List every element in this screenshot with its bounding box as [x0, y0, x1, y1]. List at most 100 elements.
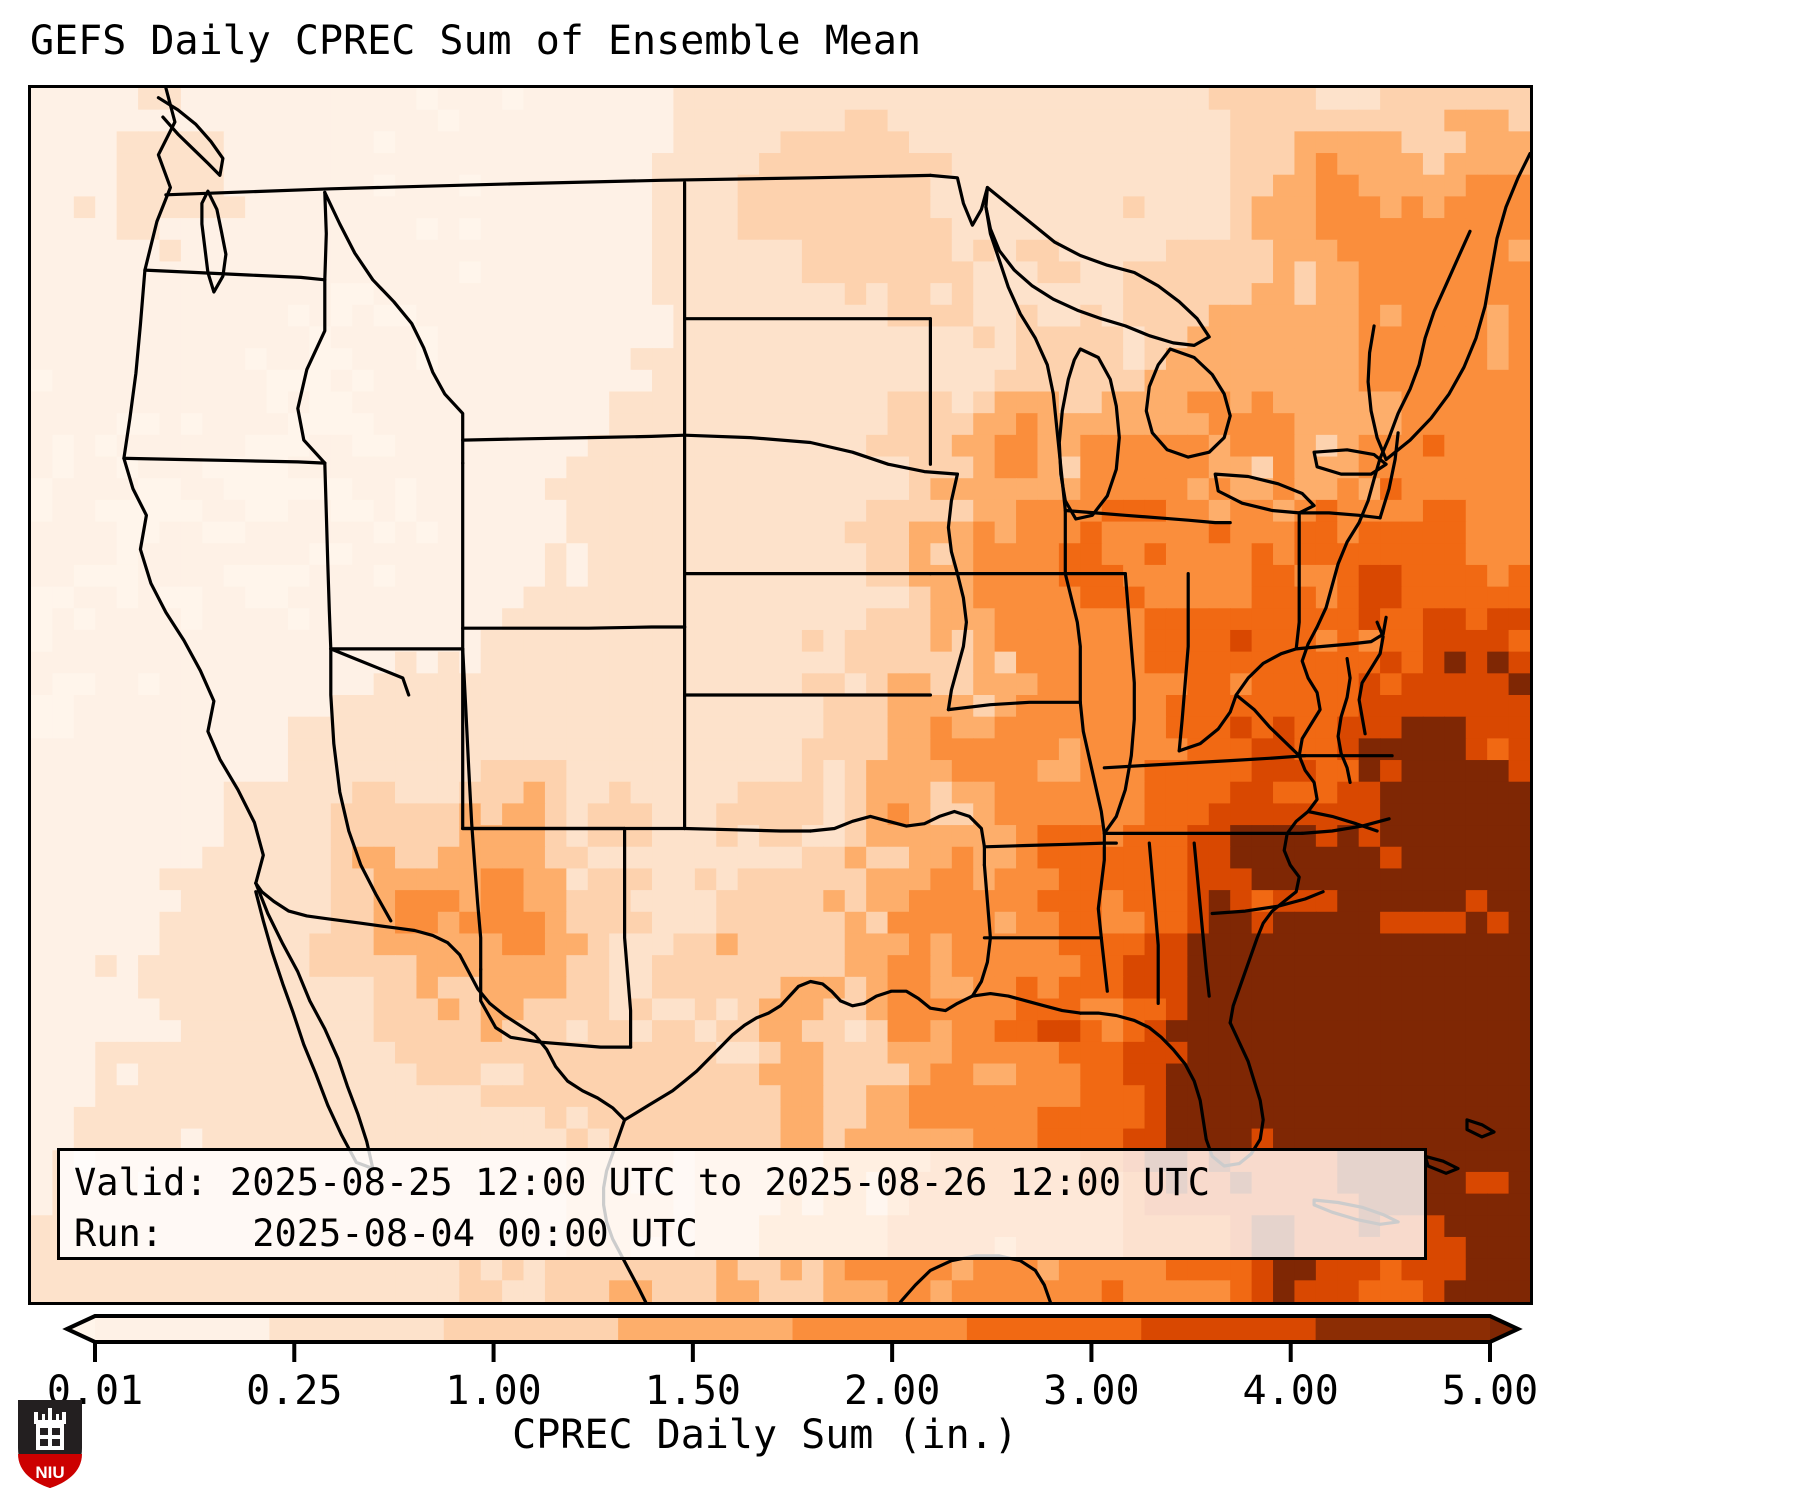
grid-cell — [1123, 1258, 1146, 1282]
grid-cell — [223, 1128, 246, 1151]
grid-cell — [908, 478, 932, 501]
grid-cell — [502, 890, 525, 913]
grid-cell — [1380, 348, 1403, 371]
grid-cell — [973, 239, 996, 263]
grid-cell — [673, 1280, 696, 1302]
grid-cell — [566, 521, 589, 544]
grid-cell — [630, 391, 653, 414]
grid-cell — [416, 131, 439, 154]
grid-cell — [780, 153, 803, 176]
grid-cell — [694, 239, 717, 263]
grid-cell — [266, 478, 289, 501]
grid-cell — [908, 1041, 932, 1065]
grid-cell — [566, 174, 589, 198]
grid-cell — [330, 911, 353, 935]
grid-cell — [202, 1280, 225, 1302]
grid-cell — [1037, 955, 1060, 978]
grid-cell — [1144, 1258, 1167, 1282]
grid-cell — [1037, 1020, 1060, 1043]
grid-cell — [887, 955, 910, 978]
grid-cell — [202, 868, 225, 891]
grid-cell — [1508, 1258, 1530, 1282]
grid-cell — [73, 131, 96, 154]
grid-cell — [866, 1085, 889, 1108]
grid-cell — [1037, 911, 1060, 935]
grid-cell — [116, 543, 139, 566]
grid-cell — [416, 1258, 439, 1282]
grid-cell — [31, 1193, 54, 1216]
grid-cell — [887, 499, 910, 523]
grid-cell — [309, 434, 332, 458]
grid-cell — [716, 586, 739, 609]
grid-cell — [116, 933, 139, 956]
grid-cell — [1315, 868, 1338, 891]
grid-cell — [1273, 218, 1296, 241]
grid-cell — [437, 304, 460, 328]
grid-cell — [138, 131, 161, 154]
border-path — [1306, 809, 1379, 833]
grid-cell — [866, 131, 889, 154]
grid-cell — [609, 543, 632, 566]
grid-cell — [1358, 131, 1381, 154]
grid-cell — [202, 109, 225, 133]
grid-cell — [844, 283, 867, 306]
grid-cell — [523, 131, 546, 154]
grid-cell — [502, 955, 525, 978]
grid-cell — [823, 1020, 846, 1043]
grid-cell — [95, 239, 118, 263]
grid-cell — [202, 955, 225, 978]
grid-cell — [1273, 261, 1296, 284]
grid-cell — [652, 825, 675, 848]
grid-cell — [1465, 955, 1488, 978]
grid-cell — [1358, 1280, 1381, 1302]
grid-cell — [930, 109, 953, 133]
grid-cell — [1251, 673, 1274, 696]
grid-cell — [1380, 1128, 1403, 1151]
grid-cell — [223, 196, 246, 219]
grid-cell — [1037, 868, 1060, 891]
grid-cell — [202, 239, 225, 263]
grid-cell — [544, 608, 568, 631]
grid-cell — [287, 868, 311, 891]
grid-cell — [1337, 1085, 1360, 1108]
grid-cell — [352, 933, 375, 956]
grid-cell — [1401, 673, 1424, 696]
grid-cell — [395, 1258, 418, 1282]
grid-cell — [502, 976, 525, 1000]
grid-cell — [630, 499, 653, 523]
grid-cell — [416, 196, 439, 219]
grid-cell — [759, 413, 782, 436]
grid-cell — [887, 803, 910, 826]
grid-cell — [437, 348, 460, 371]
grid-cell — [716, 1020, 739, 1043]
grid-cell — [373, 1085, 396, 1108]
grid-cell — [52, 1106, 75, 1130]
grid-cell — [159, 283, 182, 306]
grid-cell — [630, 651, 653, 675]
grid-cell — [1230, 261, 1253, 284]
grid-cell — [395, 976, 418, 1000]
grid-cell — [1080, 1106, 1103, 1130]
grid-cell — [1123, 976, 1146, 1000]
grid-cell — [459, 196, 482, 219]
grid-cell — [1208, 434, 1231, 458]
grid-cell — [652, 348, 675, 371]
grid-cell — [116, 1085, 139, 1108]
grid-cell — [930, 478, 953, 501]
grid-cell — [523, 846, 546, 870]
colorbar-segment — [966, 1316, 1142, 1342]
grid-cell — [180, 131, 204, 154]
grid-cell — [716, 695, 739, 718]
grid-cell — [951, 976, 974, 1000]
grid-cell — [1251, 261, 1274, 284]
grid-cell — [1144, 153, 1167, 176]
grid-cell — [1294, 998, 1317, 1021]
grid-cell — [1294, 1128, 1317, 1151]
grid-cell — [1144, 304, 1167, 328]
grid-cell — [801, 413, 825, 436]
grid-cell — [287, 1085, 311, 1108]
grid-cell — [73, 716, 96, 740]
grid-cell — [1230, 1106, 1253, 1130]
grid-cell — [309, 1258, 332, 1282]
grid-cell — [1487, 1171, 1510, 1195]
